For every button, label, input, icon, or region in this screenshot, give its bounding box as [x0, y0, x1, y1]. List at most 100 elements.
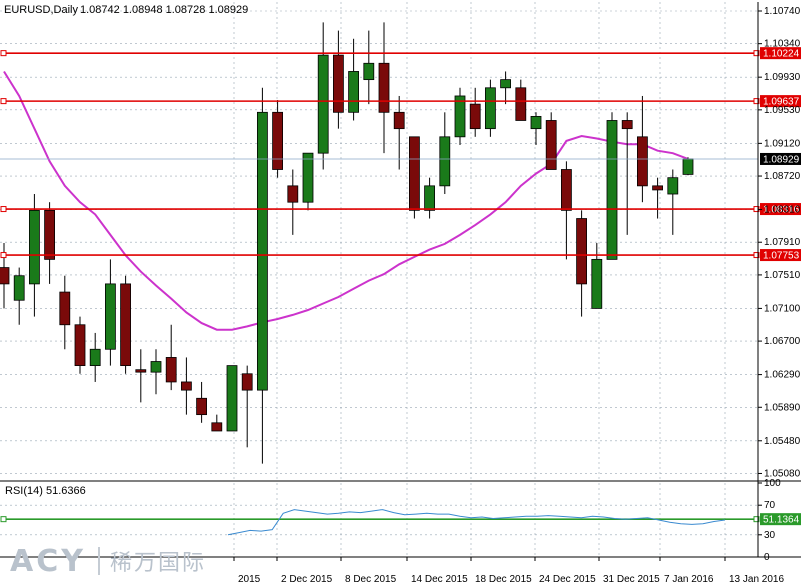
candle-body[interactable] [469, 103, 481, 130]
candle-body[interactable] [621, 120, 633, 130]
candle-body[interactable] [332, 54, 344, 113]
rsi-pane[interactable]: 51.1364 RSI(14) 51.6366 [0, 483, 801, 557]
rsi-tick-label: 0 [764, 552, 770, 563]
price-tick-label: 1.05890 [764, 402, 801, 413]
candle-body[interactable] [424, 185, 436, 211]
price-tick-label: 1.09530 [764, 105, 801, 116]
candle-body[interactable] [89, 348, 101, 367]
candle-body[interactable] [272, 111, 284, 170]
level-price-label: 1.10224 [763, 49, 800, 60]
level-handle[interactable] [0, 206, 7, 213]
rsi-level-handle[interactable] [0, 516, 7, 523]
time-axis[interactable]: 2015 2 Dec 2015 8 Dec 2015 14 Dec 2015 18 De… [233, 557, 784, 585]
candle-body[interactable] [393, 111, 405, 130]
candle-body[interactable] [74, 324, 86, 367]
candle-body[interactable] [135, 369, 147, 373]
horizontal-levels[interactable]: 1.10224 1.09637 1.08316 1.07753 [0, 47, 801, 262]
rsi-level-tag[interactable] [760, 513, 801, 526]
candle-body[interactable] [28, 209, 40, 285]
current-price-tag [760, 152, 801, 165]
candle-body[interactable] [378, 62, 390, 113]
candle-body[interactable] [561, 169, 572, 211]
level-handle[interactable] [753, 98, 760, 105]
ma-line [3, 70, 689, 331]
candle-body[interactable] [682, 158, 694, 175]
level-handle[interactable] [753, 50, 760, 57]
time-tick-label: 24 Dec 2015 [539, 574, 596, 585]
level-price-label: 1.07753 [763, 251, 800, 262]
candle-body[interactable] [59, 291, 71, 326]
level-price-tag[interactable] [760, 249, 801, 262]
rsi-level-handle[interactable] [753, 516, 760, 523]
level-price-tag[interactable] [760, 95, 801, 108]
candle-body[interactable] [13, 275, 25, 301]
candle-body[interactable] [287, 185, 299, 203]
candle-body[interactable] [637, 136, 648, 187]
price-axis[interactable]: 1.10740 1.10340 1.09930 1.09530 1.09120 1.087… [0, 2, 801, 558]
candle-body[interactable] [180, 381, 192, 391]
candle-body[interactable] [196, 397, 208, 416]
rsi-label: RSI(14) 51.6366 [5, 485, 86, 497]
level-price-tag[interactable] [760, 47, 801, 60]
time-tick-label: 2 Dec 2015 [281, 574, 333, 585]
time-tick-label: 18 Dec 2015 [475, 574, 532, 585]
candle-body[interactable] [120, 283, 131, 367]
candle-body[interactable] [484, 87, 496, 130]
price-tick-label: 1.06700 [764, 336, 801, 347]
candle-body[interactable] [226, 365, 238, 432]
candles[interactable] [0, 22, 694, 464]
price-tick-label: 1.07910 [764, 237, 801, 248]
candle-body[interactable] [348, 71, 360, 113]
time-tick-label: 13 Jan 2016 [729, 574, 784, 585]
rsi-tick-label: 100 [764, 478, 781, 489]
candle-body[interactable] [591, 258, 603, 309]
candle-body[interactable] [150, 361, 162, 373]
price-tick-label: 1.10740 [764, 6, 801, 17]
candle-body[interactable] [530, 115, 542, 130]
level-price-label: 1.09637 [763, 97, 800, 108]
candle-body[interactable] [256, 111, 268, 391]
level-handle[interactable] [0, 252, 7, 259]
candle-body[interactable] [515, 87, 527, 121]
candle-body[interactable] [317, 54, 329, 154]
symbol-header: EURUSD,Daily [4, 4, 78, 16]
price-tick-label: 1.05080 [764, 468, 801, 479]
candle-body[interactable] [0, 267, 10, 285]
candle-body[interactable] [241, 373, 253, 391]
rsi-grid [0, 483, 758, 557]
candle-body[interactable] [545, 120, 557, 170]
rsi-level-label: 51.1364 [763, 515, 800, 526]
candle-body[interactable] [165, 357, 177, 383]
candle-body[interactable] [408, 136, 420, 211]
candle-body[interactable] [44, 209, 55, 260]
rsi-axis: 100 70 30 0 [758, 478, 781, 563]
candle-body[interactable] [105, 283, 116, 350]
time-tick-label: 7 Jan 2016 [664, 574, 714, 585]
candle-body[interactable] [211, 422, 223, 432]
candle-body[interactable] [454, 95, 466, 138]
level-handle[interactable] [0, 50, 7, 57]
level-handle[interactable] [0, 98, 7, 105]
candle-body[interactable] [667, 177, 679, 195]
price-tick-label: 1.07100 [764, 303, 801, 314]
time-tick-label: 31 Dec 2015 [603, 574, 660, 585]
candle-body[interactable] [652, 185, 663, 191]
price-tick-label: 1.05480 [764, 436, 801, 447]
candle-body[interactable] [363, 62, 375, 81]
candle-body[interactable] [576, 218, 587, 285]
price-tick-label: 1.07510 [764, 270, 801, 281]
price-pane[interactable]: 1.10224 1.09637 1.08316 1.07753 1.08929 EUR… [0, 2, 801, 480]
ohlc-header: 1.08742 1.08948 1.08728 1.08929 [80, 4, 248, 16]
rsi-tick-label: 70 [764, 500, 776, 511]
candle-body[interactable] [500, 79, 512, 89]
candle-body[interactable] [606, 120, 618, 260]
candle-body[interactable] [302, 152, 314, 203]
price-tick-label: 1.10340 [764, 39, 801, 50]
time-tick-label: 8 Dec 2015 [345, 574, 397, 585]
candle-body[interactable] [439, 136, 451, 187]
level-handle[interactable] [753, 252, 760, 259]
current-price-label: 1.08929 [763, 154, 800, 165]
level-price-tag[interactable] [760, 203, 801, 216]
